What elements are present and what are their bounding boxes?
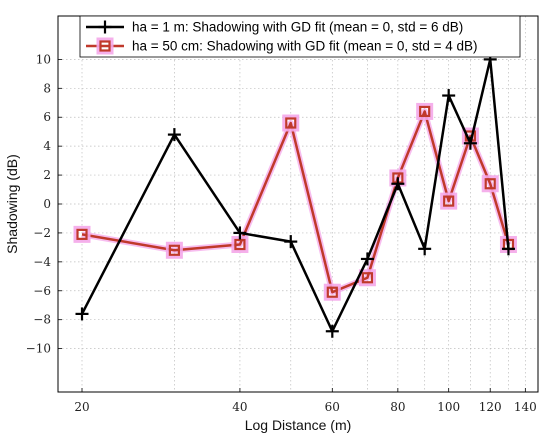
series-lines — [73, 52, 517, 338]
y-tick-label: −4 — [33, 255, 51, 269]
data-point-square — [481, 175, 499, 193]
x-tick-label: 60 — [325, 400, 340, 414]
data-point-plus — [98, 20, 112, 34]
y-tick-label: 4 — [43, 139, 51, 153]
legend: ha = 1 m: Shadowing with GD fit (mean = … — [79, 15, 521, 58]
data-point-square — [282, 114, 300, 132]
grid-lines — [58, 16, 538, 392]
legend-marker-plus — [98, 20, 112, 34]
data-point-plus — [501, 242, 515, 256]
y-tick-label: −2 — [33, 226, 51, 240]
data-point-plus — [418, 242, 432, 256]
data-point-plus — [360, 252, 374, 266]
series-line — [80, 58, 510, 333]
y-tick-label: −10 — [26, 342, 51, 356]
y-tick-label: 10 — [36, 52, 51, 66]
data-point-plus — [463, 136, 477, 150]
legend-marker-square — [96, 37, 114, 55]
data-point-square — [165, 241, 183, 259]
data-point-plus — [325, 324, 339, 338]
y-tick-label: −6 — [33, 284, 51, 298]
y-tick-label: 6 — [43, 110, 51, 124]
x-tick-label: 20 — [74, 400, 89, 414]
y-tick-label: −8 — [33, 313, 51, 327]
data-point-plus — [233, 226, 247, 240]
legend-box — [79, 15, 521, 58]
x-axis-label: Log Distance (m) — [245, 417, 352, 433]
data-point-square — [440, 192, 458, 210]
x-axis-ticks: 20 40 60 80 100 120 140 — [74, 388, 537, 414]
x-tick-label: 40 — [232, 400, 247, 414]
data-point-plus — [167, 128, 181, 142]
x-tick-label: 140 — [514, 400, 537, 414]
y-axis-label: Shadowing (dB) — [4, 154, 20, 254]
x-tick-label: 120 — [479, 400, 502, 414]
data-point-plus — [442, 89, 456, 103]
data-point-square — [323, 283, 341, 301]
y-tick-label: 0 — [43, 197, 51, 211]
x-tick-label: 100 — [437, 400, 460, 414]
data-point-square — [416, 102, 434, 120]
legend-label-ha-50cm: ha = 50 cm: Shadowing with GD fit (mean … — [132, 39, 478, 54]
data-point-plus — [75, 307, 89, 321]
y-axis-ticks: −10 −8 −6 −4 −2 0 2 4 6 8 10 — [26, 52, 62, 356]
data-point-square — [73, 225, 91, 243]
data-point-square — [358, 269, 376, 287]
data-point-square — [96, 37, 114, 55]
data-point-plus — [391, 177, 405, 191]
y-tick-label: 8 — [43, 81, 51, 95]
legend-label-ha-1m: ha = 1 m: Shadowing with GD fit (mean = … — [132, 20, 463, 35]
series-ha-1m — [75, 52, 515, 338]
y-tick-label: 2 — [43, 168, 51, 182]
x-tick-label: 80 — [390, 400, 405, 414]
data-point-plus — [284, 235, 298, 249]
